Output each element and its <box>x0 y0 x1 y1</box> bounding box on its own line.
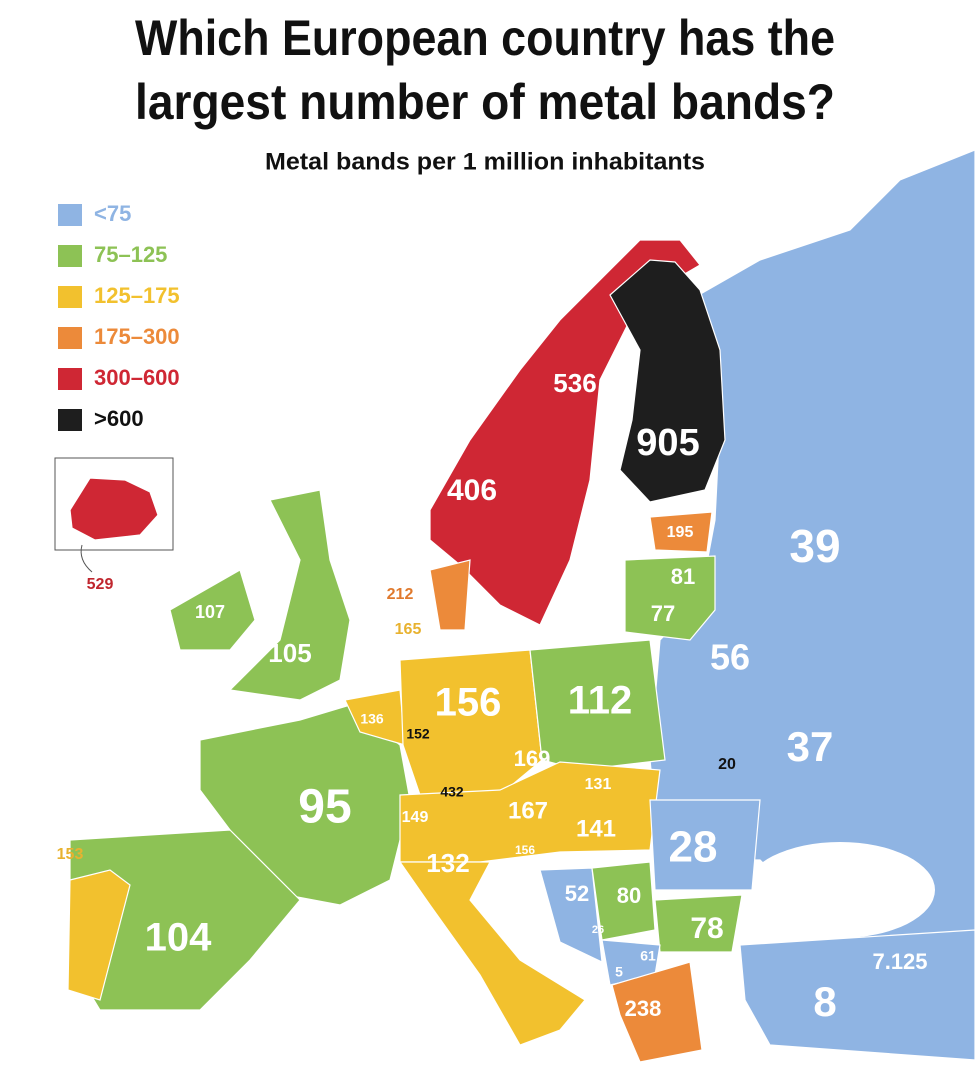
country-value: 149 <box>402 809 429 826</box>
legend-label: >600 <box>94 406 144 431</box>
latvia-lithuania <box>624 555 716 641</box>
united-kingdom <box>228 489 351 701</box>
finland <box>609 259 726 503</box>
romania-moldova <box>649 799 761 891</box>
country-value: 141 <box>576 815 616 842</box>
legend-label: 175–300 <box>94 324 180 349</box>
country-value: 78 <box>690 912 723 945</box>
country-value: 432 <box>440 784 464 800</box>
legend-swatch <box>58 286 82 308</box>
ireland <box>169 569 256 651</box>
legend-label: 125–175 <box>94 283 180 308</box>
legend-label: 300–600 <box>94 365 180 390</box>
country-value: 212 <box>387 586 414 603</box>
country-value: 169 <box>514 746 551 771</box>
country-value: 104 <box>145 916 212 960</box>
denmark <box>429 559 471 631</box>
country-value: 5 <box>615 964 623 980</box>
legend-label: <75 <box>94 201 131 226</box>
croatia-bosnia <box>539 867 603 964</box>
country-value: 39 <box>789 520 840 572</box>
legend: <75 75–125 125–175 175–300 300–600 >600 <box>58 201 180 431</box>
iceland-inset-box <box>54 457 174 551</box>
bulgaria <box>654 894 743 953</box>
turkey <box>739 929 975 1061</box>
title-line: Which European country has the <box>135 10 835 66</box>
country-value: 167 <box>508 797 548 824</box>
country-value: 153 <box>57 846 84 863</box>
country-value: 26 <box>592 924 604 936</box>
country-value: 61 <box>640 948 656 964</box>
iceland <box>69 477 159 541</box>
legend-swatch <box>58 245 82 267</box>
country-value: 147 <box>547 852 567 866</box>
labels: 529 406 536 905 195 81 77 39 56 37 20 107 105 212 165 1… <box>57 368 928 1025</box>
black-sea <box>745 842 935 938</box>
country-value: 152 <box>406 726 430 742</box>
italy <box>398 861 586 1046</box>
country-value: 529 <box>87 576 114 593</box>
legend-swatch <box>58 204 82 226</box>
title-line: largest number of metal bands? <box>135 74 835 130</box>
country-value: 156 <box>435 681 502 725</box>
legend-swatch <box>58 409 82 431</box>
country-value: 77 <box>651 601 675 626</box>
country-value: 238 <box>625 996 662 1021</box>
greece <box>611 961 703 1063</box>
estonia <box>649 511 713 553</box>
country-value: 37 <box>787 723 834 770</box>
country-value: 105 <box>268 638 311 668</box>
subtitle: Metal bands per 1 million inhabitants <box>265 148 705 175</box>
country-value: 132 <box>426 848 469 878</box>
portugal <box>67 869 131 1001</box>
country-value: 80 <box>617 883 641 908</box>
land <box>54 149 975 1063</box>
country-value: 52 <box>565 881 589 906</box>
country-value: 136 <box>360 711 384 727</box>
country-value: 536 <box>553 368 596 398</box>
country-value: 406 <box>447 474 497 507</box>
poland <box>529 639 666 771</box>
legend-swatch <box>58 327 82 349</box>
serbia <box>591 861 656 941</box>
iceland-callout <box>80 544 93 573</box>
country-value: 905 <box>636 422 699 464</box>
country-value: 20 <box>718 756 736 773</box>
legend-label: 75–125 <box>94 242 167 267</box>
country-value: 95 <box>298 781 351 834</box>
country-value: 165 <box>395 621 422 638</box>
country-value: 8 <box>813 978 836 1025</box>
country-value: 81 <box>671 564 695 589</box>
country-value: 107 <box>195 602 225 622</box>
country-value: 131 <box>585 776 612 793</box>
country-value: 56 <box>710 637 750 678</box>
country-value: 28 <box>669 823 718 872</box>
country-value: 112 <box>568 679 633 723</box>
country-value: 156 <box>515 843 535 857</box>
country-value: 195 <box>667 524 694 541</box>
legend-swatch <box>58 368 82 390</box>
country-value: 7.125 <box>872 949 927 974</box>
